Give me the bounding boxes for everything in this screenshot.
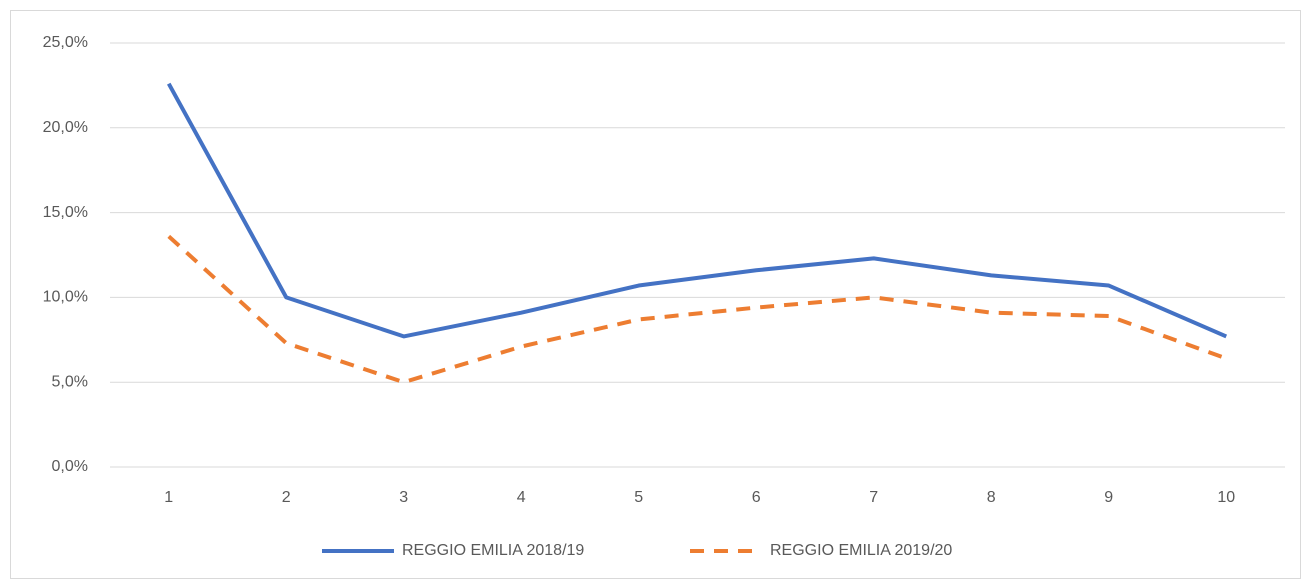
x-tick-label: 5 xyxy=(634,489,643,506)
series-line xyxy=(166,82,1228,339)
x-tick-label: 2 xyxy=(282,489,291,506)
y-tick-label: 10,0% xyxy=(43,289,88,306)
y-tick-label: 5,0% xyxy=(52,373,88,390)
x-tick-label: 4 xyxy=(517,489,526,506)
series-line xyxy=(167,234,1227,385)
y-tick-label: 20,0% xyxy=(43,119,88,136)
x-tick-label: 10 xyxy=(1217,489,1235,506)
x-tick-label: 8 xyxy=(987,489,996,506)
x-tick-label: 7 xyxy=(869,489,878,506)
x-tick-label: 6 xyxy=(752,489,761,506)
x-tick-label: 3 xyxy=(399,489,408,506)
x-tick-label: 1 xyxy=(164,489,173,506)
x-tick-label: 9 xyxy=(1104,489,1113,506)
legend-label: REGGIO EMILIA 2019/20 xyxy=(770,542,952,559)
y-tick-label: 15,0% xyxy=(43,204,88,221)
y-tick-label: 0,0% xyxy=(52,458,88,475)
legend-label: REGGIO EMILIA 2018/19 xyxy=(402,542,584,559)
chart-border xyxy=(10,10,1301,579)
y-tick-label: 25,0% xyxy=(43,34,88,51)
